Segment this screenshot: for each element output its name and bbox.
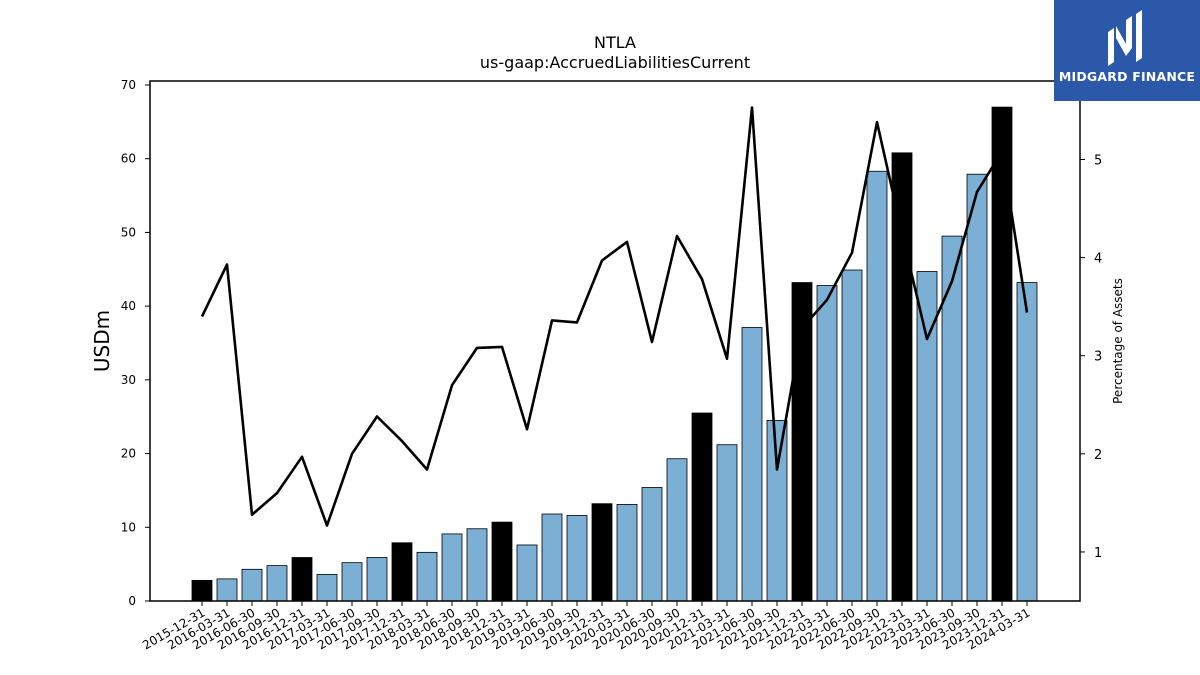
midgard-m-logo-icon <box>1108 10 1142 66</box>
bar-2018-03-31 <box>416 551 438 602</box>
y2-axis-label: Percentage of Assets <box>1111 278 1125 404</box>
bar-2023-06-30 <box>941 235 963 602</box>
chart-title: NTLA <box>594 33 636 52</box>
bar-2016-03-31 <box>216 578 238 602</box>
bar-2019-12-31 <box>591 503 613 602</box>
y-tick-label: 0 <box>128 594 136 608</box>
percentage-of-assets-line <box>200 106 1029 527</box>
line-series <box>200 106 1029 527</box>
bar-2022-06-30 <box>841 269 863 602</box>
bar-2020-03-31 <box>616 504 638 602</box>
plot-frame <box>149 80 1081 602</box>
midgard-finance-logo: MIDGARD FINANCE <box>1054 0 1200 101</box>
bar-2021-06-30 <box>741 327 763 602</box>
logo-brand-text: MIDGARD FINANCE <box>1058 69 1196 84</box>
y2-tick-label: 3 <box>1094 350 1102 365</box>
y-tick-label: 10 <box>121 520 136 534</box>
bar-2016-12-31 <box>291 557 313 602</box>
bar-2022-12-31 <box>891 152 913 602</box>
y-tick-label: 50 <box>121 225 136 239</box>
bar-2020-12-31 <box>691 412 713 602</box>
y-tick-label: 30 <box>121 373 136 387</box>
y2-tick-label: 2 <box>1094 448 1102 463</box>
bar-2024-03-31 <box>1016 282 1038 602</box>
y2-tick-label: 1 <box>1094 546 1102 561</box>
y-axis-right: 1 2 3 4 5 <box>1080 153 1102 561</box>
bar-2015-12-31 <box>191 579 213 602</box>
bar-2019-06-30 <box>541 513 563 602</box>
bar-series <box>191 106 1038 602</box>
bar-2019-09-30 <box>566 515 588 602</box>
y2-tick-label: 5 <box>1094 153 1102 168</box>
bar-2018-12-31 <box>491 521 513 602</box>
bar-2022-09-30 <box>866 170 888 602</box>
y-axis-label: USDm <box>90 310 114 372</box>
bar-2022-03-31 <box>816 285 838 602</box>
y-tick-label: 20 <box>121 447 136 461</box>
bar-2018-06-30 <box>441 533 463 602</box>
bar-2017-09-30 <box>366 557 388 602</box>
y-tick-label: 60 <box>121 152 136 166</box>
chart-subtitle: us-gaap:AccruedLiabilitiesCurrent <box>480 53 750 72</box>
bar-2020-09-30 <box>666 458 688 602</box>
bar-2016-06-30 <box>241 568 263 602</box>
bar-2019-03-31 <box>516 544 538 602</box>
y-tick-label: 40 <box>121 299 136 313</box>
bar-2017-03-31 <box>316 574 338 602</box>
bar-2023-12-31 <box>991 106 1013 602</box>
bar-2021-09-30 <box>766 419 788 602</box>
bar-2016-09-30 <box>266 565 288 602</box>
bar-2018-09-30 <box>466 528 488 602</box>
bar-2017-12-31 <box>391 542 413 602</box>
y-tick-label: 70 <box>121 78 136 92</box>
y-axis-left: 0 10 20 30 40 50 60 70 <box>121 78 150 608</box>
bar-2017-06-30 <box>341 562 363 602</box>
bar-2020-06-30 <box>641 487 663 602</box>
bar-2021-03-31 <box>716 444 738 602</box>
bar-2023-09-30 <box>966 173 988 602</box>
x-axis: 2015-12-312016-03-312016-06-302016-09-30… <box>140 601 1033 652</box>
y2-tick-label: 4 <box>1094 252 1102 267</box>
